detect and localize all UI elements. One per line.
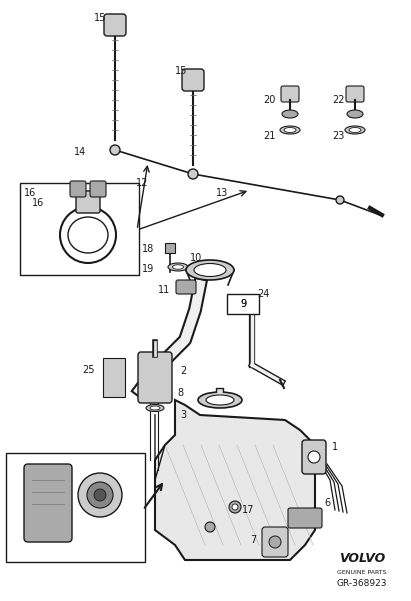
Ellipse shape (168, 263, 188, 271)
Ellipse shape (206, 395, 234, 405)
Text: 18: 18 (142, 244, 154, 254)
Text: 6: 6 (324, 498, 330, 508)
FancyBboxPatch shape (24, 464, 72, 542)
Text: 14: 14 (74, 147, 86, 157)
Ellipse shape (146, 404, 164, 412)
Circle shape (94, 489, 106, 501)
Ellipse shape (349, 127, 361, 132)
Text: GR-368923: GR-368923 (337, 579, 387, 588)
Ellipse shape (150, 406, 160, 410)
Circle shape (308, 451, 320, 463)
Text: 15: 15 (175, 66, 187, 76)
Text: 17: 17 (242, 505, 254, 515)
Circle shape (110, 145, 120, 155)
FancyBboxPatch shape (227, 294, 259, 314)
Circle shape (87, 482, 113, 508)
FancyBboxPatch shape (288, 508, 322, 528)
Text: VOLVO: VOLVO (339, 552, 385, 564)
Ellipse shape (284, 127, 296, 132)
Text: 13: 13 (216, 188, 228, 198)
FancyBboxPatch shape (103, 358, 125, 397)
Ellipse shape (347, 110, 363, 118)
Text: 3: 3 (180, 410, 186, 420)
FancyBboxPatch shape (176, 280, 196, 294)
Circle shape (232, 504, 238, 510)
Text: 16: 16 (32, 198, 44, 208)
FancyBboxPatch shape (104, 14, 126, 36)
FancyBboxPatch shape (182, 69, 204, 91)
Text: 9: 9 (240, 299, 246, 309)
Ellipse shape (173, 265, 183, 269)
Text: GENUINE PARTS: GENUINE PARTS (337, 570, 387, 575)
Text: 25: 25 (82, 365, 94, 375)
Ellipse shape (345, 126, 365, 134)
FancyBboxPatch shape (20, 183, 139, 275)
Text: 1: 1 (332, 442, 338, 452)
Text: 7: 7 (250, 535, 256, 545)
Circle shape (205, 522, 215, 532)
Text: 19: 19 (142, 264, 154, 274)
Text: 24: 24 (257, 289, 269, 299)
Circle shape (188, 169, 198, 179)
Text: 2: 2 (180, 366, 186, 376)
FancyBboxPatch shape (6, 453, 145, 562)
FancyBboxPatch shape (262, 527, 288, 557)
Ellipse shape (280, 126, 300, 134)
Text: 20: 20 (263, 95, 275, 105)
Ellipse shape (282, 110, 298, 118)
FancyBboxPatch shape (281, 86, 299, 102)
FancyBboxPatch shape (76, 191, 100, 213)
Text: 8: 8 (177, 388, 183, 398)
Circle shape (336, 196, 344, 204)
Text: 10: 10 (190, 253, 202, 263)
FancyBboxPatch shape (70, 181, 86, 197)
FancyBboxPatch shape (165, 243, 175, 253)
Text: 23: 23 (332, 131, 344, 141)
Text: 11: 11 (158, 285, 170, 295)
Circle shape (229, 501, 241, 513)
Text: 9: 9 (240, 299, 246, 309)
FancyBboxPatch shape (90, 181, 106, 197)
FancyBboxPatch shape (346, 86, 364, 102)
Text: 12: 12 (136, 178, 148, 188)
Circle shape (78, 473, 122, 517)
Ellipse shape (194, 263, 226, 276)
Text: 21: 21 (263, 131, 275, 141)
FancyBboxPatch shape (138, 352, 172, 403)
FancyBboxPatch shape (302, 440, 326, 474)
Circle shape (269, 536, 281, 548)
Ellipse shape (198, 392, 242, 408)
Polygon shape (155, 400, 315, 560)
Text: 16: 16 (24, 188, 36, 198)
Text: 22: 22 (332, 95, 344, 105)
Text: 15: 15 (94, 13, 106, 23)
Ellipse shape (186, 260, 234, 280)
